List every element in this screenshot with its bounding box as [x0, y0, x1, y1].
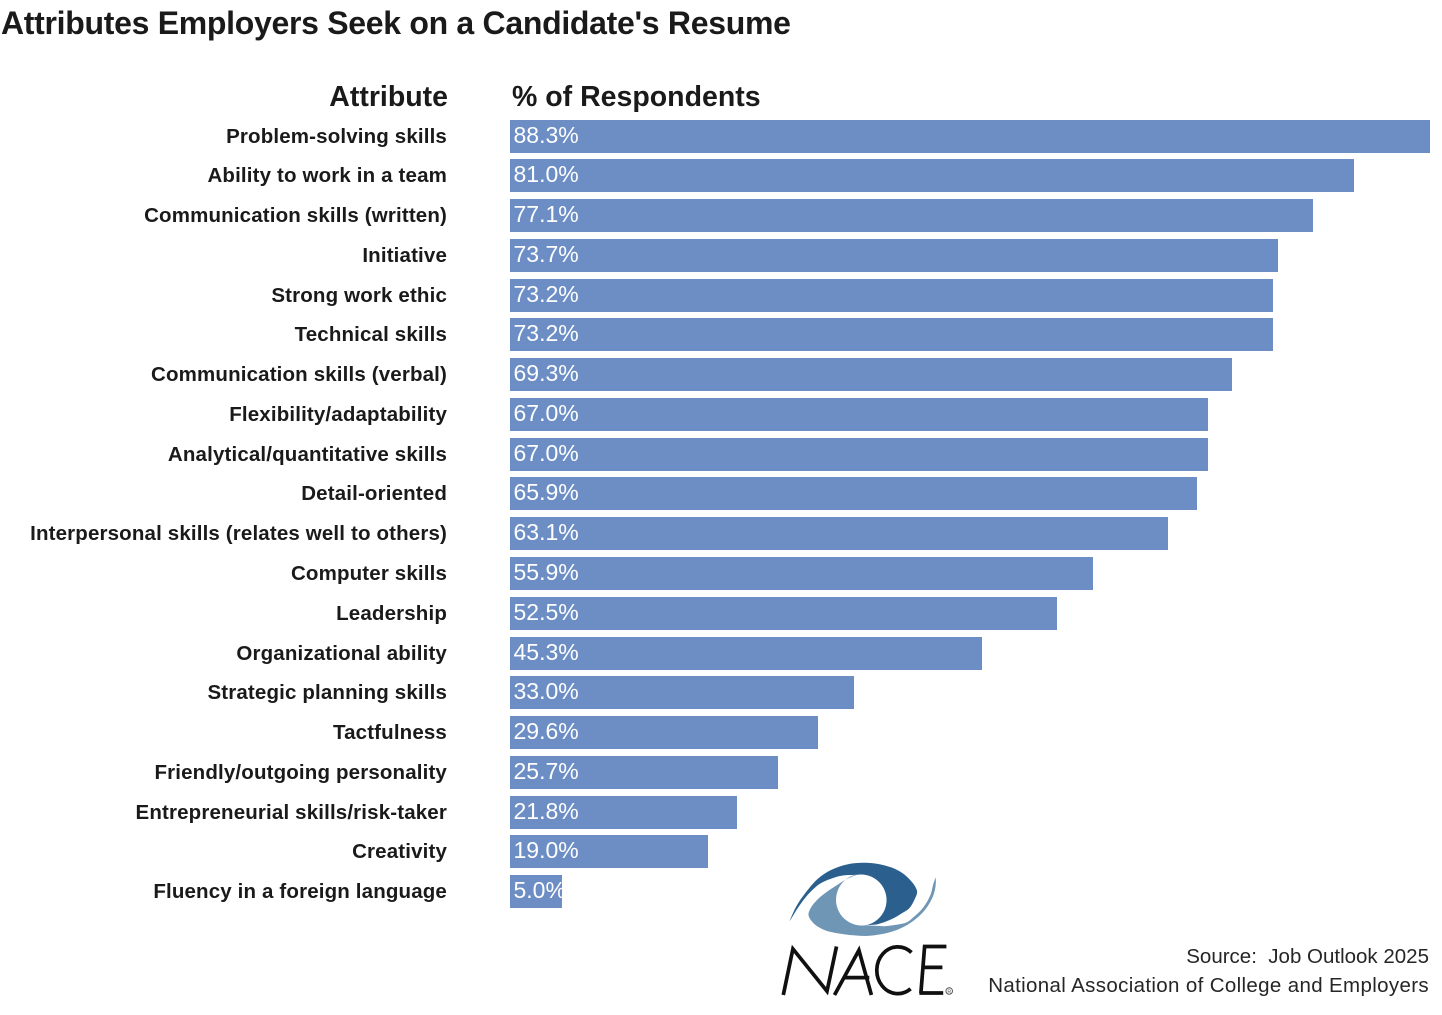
svg-text:R: R — [947, 989, 951, 995]
